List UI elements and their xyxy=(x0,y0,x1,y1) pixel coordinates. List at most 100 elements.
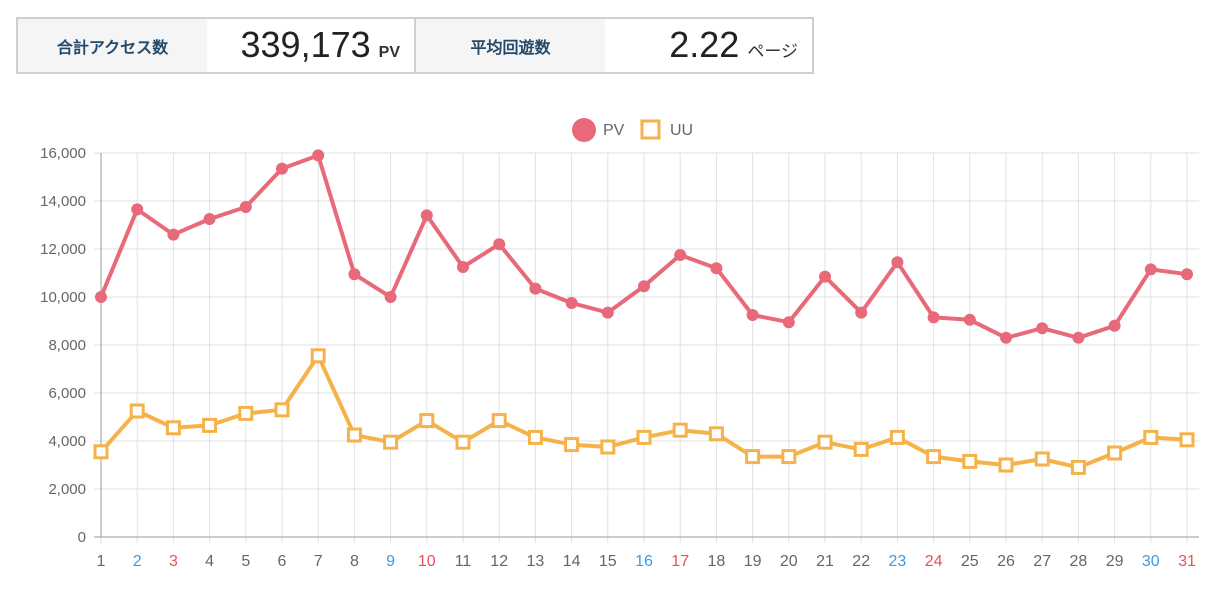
y-tick-label: 8,000 xyxy=(48,337,86,354)
pv-data-point xyxy=(493,238,506,251)
legend-uu-marker xyxy=(640,119,661,140)
x-tick-label: 29 xyxy=(1106,553,1124,570)
uu-data-point xyxy=(165,420,181,436)
x-tick-label: 10 xyxy=(418,553,436,570)
pv-data-point xyxy=(891,256,904,269)
uu-data-point xyxy=(383,434,399,450)
x-tick-label: 25 xyxy=(961,553,979,570)
uu-data-point xyxy=(238,405,254,421)
uu-data-point xyxy=(781,449,797,465)
pv-data-point xyxy=(95,291,107,303)
x-tick-label: 16 xyxy=(635,553,653,570)
x-tick-label: 1 xyxy=(97,553,106,570)
x-tick-label: 30 xyxy=(1142,553,1160,570)
x-tick-label: 27 xyxy=(1033,553,1051,570)
x-tick-label: 18 xyxy=(708,553,726,570)
x-tick-label: 19 xyxy=(744,553,762,570)
x-tick-label: 8 xyxy=(350,553,359,570)
avg-pages-unit: ページ xyxy=(747,42,798,61)
pv-data-point xyxy=(420,209,433,222)
pv-data-point xyxy=(1036,322,1049,335)
total-access-label: 合計アクセス数 xyxy=(18,19,207,72)
x-tick-label: 9 xyxy=(386,553,395,570)
total-access-value: 339,173 xyxy=(240,24,371,65)
pv-data-point xyxy=(855,306,868,319)
y-tick-label: 6,000 xyxy=(48,385,86,402)
uu-data-point xyxy=(853,441,869,457)
pv-data-point xyxy=(963,313,976,326)
pv-data-point xyxy=(529,282,542,295)
chart-series xyxy=(93,149,1195,475)
uu-data-point xyxy=(93,444,109,460)
uu-data-point xyxy=(1107,445,1123,461)
summary-stats: 合計アクセス数 339,173 PV 平均回遊数 2.22 ページ xyxy=(16,17,814,74)
pv-data-point xyxy=(710,262,723,275)
pv-data-point xyxy=(565,297,578,309)
x-tick-label: 28 xyxy=(1070,553,1088,570)
uu-data-point xyxy=(600,439,616,455)
x-tick-label: 14 xyxy=(563,553,581,570)
pv-data-point xyxy=(1000,331,1012,344)
y-tick-label: 10,000 xyxy=(40,289,86,306)
avg-pages-label: 平均回遊数 xyxy=(416,19,605,72)
chart-legend[interactable]: PV UU xyxy=(572,118,693,142)
y-tick-label: 16,000 xyxy=(40,145,86,162)
y-tick-label: 2,000 xyxy=(48,481,86,498)
x-tick-label: 26 xyxy=(997,553,1015,570)
uu-data-point xyxy=(346,427,362,443)
y-axis-tick-labels: 0 2,000 4,000 6,000 8,000 10,000 12,000 14,000 1… xyxy=(40,145,86,546)
pv-data-point xyxy=(276,162,288,175)
x-tick-label: 21 xyxy=(816,553,834,570)
total-access-value-box: 339,173 PV xyxy=(207,19,414,72)
x-tick-label: 20 xyxy=(780,553,798,570)
y-tick-label: 0 xyxy=(78,529,86,546)
x-tick-label: 2 xyxy=(133,553,142,570)
uu-data-point xyxy=(817,434,833,450)
legend-pv-marker xyxy=(572,118,596,142)
pv-data-point xyxy=(638,280,650,293)
pv-data-point xyxy=(1072,331,1085,344)
uu-data-point xyxy=(274,402,290,418)
pv-data-point xyxy=(203,213,216,225)
uu-data-point xyxy=(202,417,218,433)
pv-data-point xyxy=(239,201,252,213)
total-access-unit: PV xyxy=(378,44,400,61)
uu-data-point xyxy=(455,434,471,450)
uu-data-point xyxy=(998,457,1014,473)
uu-data-point xyxy=(672,422,688,438)
x-tick-label: 5 xyxy=(241,553,250,570)
x-tick-label: 12 xyxy=(490,553,508,570)
x-tick-label: 7 xyxy=(314,553,323,570)
uu-data-point xyxy=(889,429,905,445)
uu-data-point xyxy=(926,449,942,465)
y-tick-label: 14,000 xyxy=(40,193,86,210)
pv-data-point xyxy=(348,268,361,281)
legend-uu-label: UU xyxy=(670,122,693,139)
chart-grid xyxy=(94,152,1199,543)
pv-data-point xyxy=(1181,268,1193,281)
uu-data-point xyxy=(527,429,543,445)
x-tick-label: 22 xyxy=(852,553,870,570)
pv-data-point xyxy=(782,316,795,329)
uu-data-point xyxy=(419,413,435,429)
chart-axes xyxy=(94,153,1199,538)
pv-data-point xyxy=(131,203,144,216)
x-tick-label: 4 xyxy=(205,553,214,570)
x-tick-label: 17 xyxy=(671,553,689,570)
avg-pages-stat: 平均回遊数 2.22 ページ xyxy=(414,19,812,72)
uu-data-point xyxy=(962,453,978,469)
x-tick-label: 13 xyxy=(527,553,545,570)
pv-data-point xyxy=(312,149,325,162)
pv-data-point xyxy=(927,311,940,324)
pv-data-point xyxy=(457,261,469,273)
uu-data-point xyxy=(1034,451,1050,467)
uu-data-point xyxy=(564,437,580,453)
pv-data-point xyxy=(819,270,831,283)
pv-data-point xyxy=(674,249,687,261)
y-tick-label: 4,000 xyxy=(48,433,86,450)
uu-data-point xyxy=(745,449,761,465)
uu-data-point xyxy=(1179,432,1195,448)
pv-data-point xyxy=(746,309,759,321)
uu-data-point xyxy=(310,348,326,364)
pv-data-point xyxy=(1144,263,1157,276)
